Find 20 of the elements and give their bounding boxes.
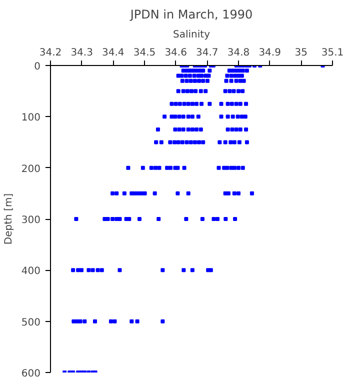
y-tick-label: 100: [21, 112, 41, 124]
y-tick-label: 200: [21, 164, 41, 175]
x-tick-label: 34.9: [258, 48, 281, 58]
y-tick-label: 600: [21, 368, 41, 380]
y-tick-label: 500: [21, 317, 41, 328]
x-tick-label: 35: [294, 48, 308, 58]
x-tick-label: 35.1: [321, 48, 344, 58]
x-tick-label: 34.3: [70, 48, 93, 58]
x-axis-title: Salinity: [173, 30, 210, 40]
x-tick-label: 34.7: [196, 48, 218, 58]
x-tick-label: 34.4: [102, 48, 124, 58]
x-tick-label: 34.6: [164, 48, 187, 58]
y-axis-title: Depth [m]: [3, 193, 14, 245]
x-tick-label: 34.5: [133, 48, 156, 58]
y-tick-label: 300: [21, 215, 41, 226]
x-tick-label: 34.2: [39, 48, 62, 58]
x-tick-label: 34.8: [227, 48, 250, 58]
y-tick-label: 400: [21, 266, 41, 278]
chart-title: JPDN in March, 1990: [129, 8, 253, 22]
y-tick-label: 0: [34, 62, 41, 72]
